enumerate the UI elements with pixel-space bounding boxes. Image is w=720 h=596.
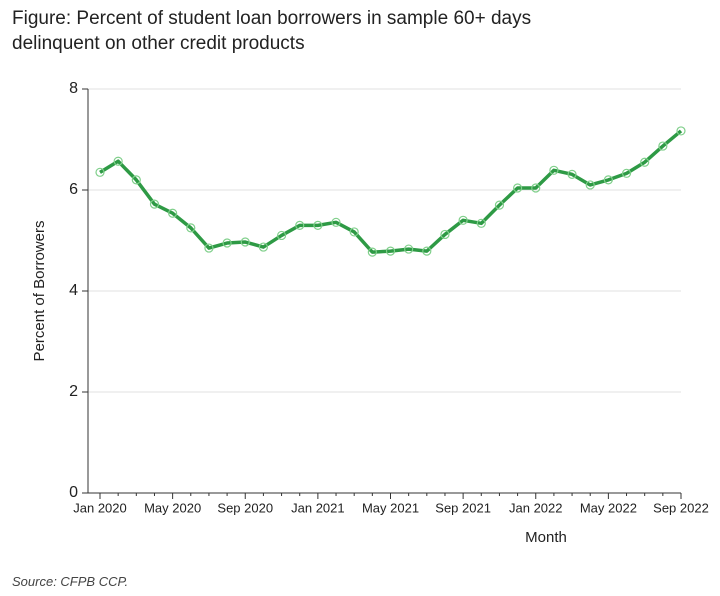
x-tick-label: Jan 2021 xyxy=(291,500,345,515)
data-line xyxy=(99,129,683,254)
data-point xyxy=(621,168,632,178)
data-point xyxy=(149,199,160,209)
y-tick-label: 2 xyxy=(69,383,78,400)
data-point xyxy=(331,217,341,227)
data-point xyxy=(168,208,178,218)
data-point xyxy=(385,246,396,256)
data-point xyxy=(222,238,232,248)
data-point xyxy=(603,175,613,185)
data-point xyxy=(549,165,559,175)
data-point xyxy=(186,223,196,233)
data-point xyxy=(313,220,323,230)
data-point xyxy=(585,180,595,190)
source-note: Source: CFPB CCP. xyxy=(12,574,129,589)
data-point xyxy=(512,183,523,193)
data-point xyxy=(422,246,432,256)
y-tick-label: 6 xyxy=(69,181,78,198)
data-point xyxy=(113,156,123,166)
y-tick-label: 0 xyxy=(69,484,78,501)
data-point xyxy=(295,220,305,230)
y-tick-label: 8 xyxy=(69,80,78,97)
data-point xyxy=(531,183,541,193)
data-point xyxy=(476,218,486,228)
y-axis-label: Percent of Borrowers xyxy=(31,221,48,362)
x-tick-label: May 2022 xyxy=(580,500,637,515)
x-axis-label: Month xyxy=(525,529,567,546)
data-point xyxy=(367,247,377,257)
data-point xyxy=(676,126,686,136)
chart-title: Figure: Percent of student loan borrower… xyxy=(12,8,532,54)
data-point xyxy=(95,167,105,177)
x-tick-label: May 2021 xyxy=(362,500,419,515)
data-point xyxy=(258,242,269,252)
x-tick-label: Sep 2021 xyxy=(435,500,491,515)
data-point xyxy=(658,141,668,151)
data-point xyxy=(349,227,359,237)
data-point xyxy=(404,244,414,254)
data-point xyxy=(494,200,505,210)
data-point xyxy=(131,175,141,185)
data-point xyxy=(567,169,577,179)
data-point xyxy=(458,215,468,225)
x-tick-label: Sep 2022 xyxy=(653,500,709,515)
data-point xyxy=(240,237,250,247)
data-point xyxy=(276,230,287,241)
data-point xyxy=(204,243,214,253)
x-tick-label: Sep 2020 xyxy=(217,500,273,515)
data-point xyxy=(640,157,650,167)
data-point xyxy=(440,229,450,240)
x-tick-label: Jan 2022 xyxy=(509,500,563,515)
x-tick-label: Jan 2020 xyxy=(73,500,127,515)
x-tick-label: May 2020 xyxy=(144,500,201,515)
y-tick-label: 4 xyxy=(69,282,78,299)
